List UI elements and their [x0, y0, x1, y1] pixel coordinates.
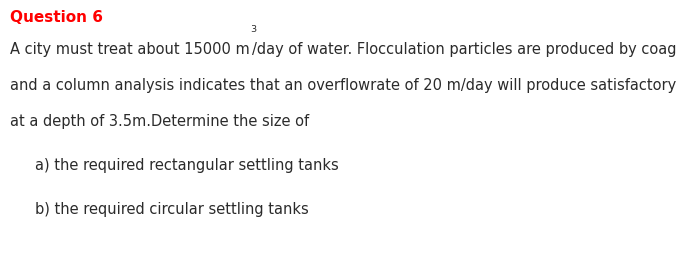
Text: at a depth of 3.5m.Determine the size of: at a depth of 3.5m.Determine the size of [10, 114, 309, 129]
Text: b) the required circular settling tanks: b) the required circular settling tanks [35, 202, 309, 217]
Text: and a column analysis indicates that an overflowrate of 20 m/day will produce sa: and a column analysis indicates that an … [10, 78, 677, 93]
Text: a) the required rectangular settling tanks: a) the required rectangular settling tan… [35, 158, 338, 173]
Text: A city must treat about 15000 m: A city must treat about 15000 m [10, 42, 250, 57]
Text: Question 6: Question 6 [10, 10, 103, 25]
Text: /day of water. Flocculation particles are produced by coagulation: /day of water. Flocculation particles ar… [253, 42, 677, 57]
Text: 3: 3 [250, 25, 256, 34]
